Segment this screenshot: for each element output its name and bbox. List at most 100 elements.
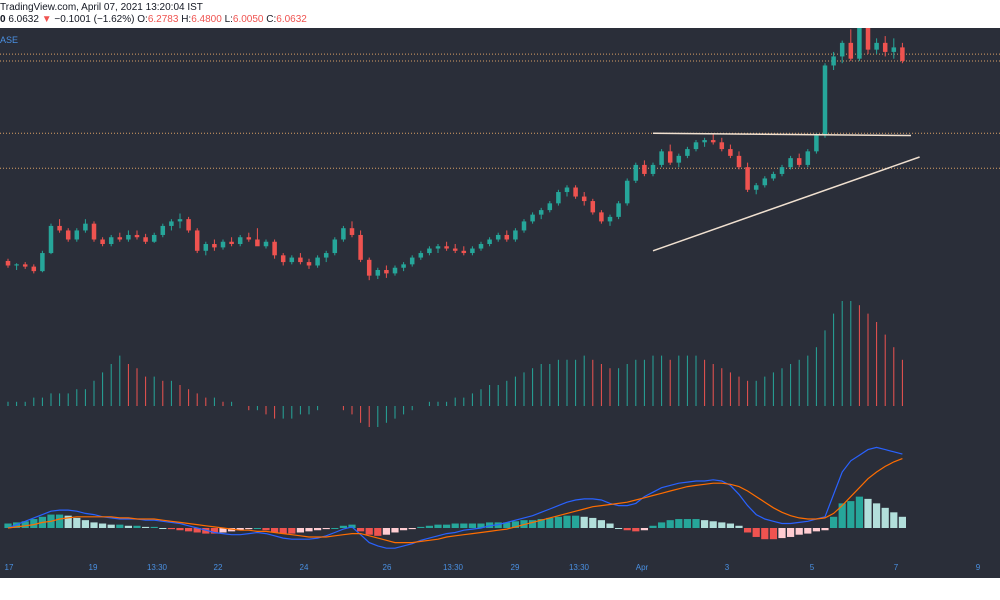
candle [556,189,561,206]
macd-histogram-bar [563,515,571,528]
candle-body [891,47,897,52]
candle-body [504,234,510,240]
candle-body [280,255,286,263]
macd-histogram-bar [271,528,279,533]
time-axis-tick-label: 5 [810,563,815,572]
candle [306,258,312,269]
candle-body [882,42,888,52]
candle [736,151,742,170]
candle-body [358,234,363,260]
last-price: 6.0632 [8,14,39,25]
macd-histogram-bar [365,528,373,535]
candle-body [547,203,553,211]
macd-histogram-bar [460,523,468,528]
candle-body [418,253,424,258]
candle [478,241,484,251]
macd-histogram-bar [262,528,270,531]
low-value: 6.0050 [232,14,264,25]
macd-histogram-bar [90,522,98,528]
candle [108,234,114,247]
macd-histogram-bar [408,528,416,530]
macd-histogram-bar [81,520,89,528]
macd-histogram-bar [666,520,674,528]
candle-body [521,221,527,231]
candle-body [461,250,467,254]
candle [65,228,71,242]
candle-body [573,187,578,197]
candle-body [91,223,97,240]
close-value: 6.0632 [276,14,307,25]
chart-area[interactable]: 17 19 13:30 22 24 26 13:30 29 13:30 Apr 3 5 7 9 [0,13,1000,578]
candle [599,210,604,224]
time-axis-tick-label: 9 [976,563,981,572]
macd-histogram-bar [787,528,795,537]
candle-body [5,260,11,266]
candle-body [702,140,707,143]
macd-histogram-bar [640,528,648,531]
candle [882,36,888,57]
candle [160,223,166,238]
exchange-label: ASE [0,35,19,45]
candle-body [126,234,131,240]
macd-histogram-bar [812,528,820,532]
candle-body [349,228,355,235]
macd-histogram-bar [477,523,485,528]
candle [642,160,647,177]
candle [212,239,217,251]
candle-body [203,244,209,251]
candle-body [194,230,200,251]
macd-histogram-bar [658,522,666,528]
candle [272,239,277,259]
candle [48,223,54,255]
candle [874,38,879,55]
macd-histogram-bar [881,507,889,528]
candle-body [212,244,217,248]
close-label: C: [266,14,277,25]
candle [607,214,613,226]
signal-line [7,458,903,544]
candle-body [83,223,88,231]
candle [814,133,819,154]
candle [246,232,252,242]
candle-body [143,237,148,242]
macd-histogram-bar [795,528,803,535]
macd-histogram-bar [296,528,304,533]
trendline[interactable] [652,156,920,252]
high-value: 6.4800 [191,14,222,25]
candle-body [848,42,854,59]
candle [650,162,656,177]
macd-histogram-bar [357,528,365,532]
macd-histogram-bar [451,523,459,528]
candle-body [814,135,819,152]
footer [0,578,1000,600]
candle [255,228,260,247]
candle-body [538,210,544,215]
candle [289,255,295,265]
time-axis-tick-label: 13:30 [569,563,590,572]
candle-body [805,151,811,165]
macd-histogram-bar [830,516,838,528]
candle-body [366,259,372,276]
candle-body [384,270,389,274]
trendlines[interactable] [652,132,920,252]
candle-body [22,264,28,267]
candle [435,244,441,254]
candle [341,225,346,242]
candle [151,232,157,243]
change-arrow-icon: ▼ [41,14,52,25]
candle [865,13,871,55]
candle-body [581,196,587,202]
candle-body [255,239,260,247]
open-label: O: [137,14,148,25]
candle [14,263,19,270]
macd-histogram-bar [468,523,476,528]
time-axis-tick-label: 24 [300,563,309,572]
macd-histogram-bar [632,528,640,532]
candle-body [478,244,484,249]
candle-body [642,164,647,174]
header-ohlc-line: 0 6.0632 ▼ −0.1001 (−1.62%) O:6.2783 H:6… [0,14,307,25]
candle-body [865,20,871,50]
chart-svg[interactable]: 17 19 13:30 22 24 26 13:30 29 13:30 Apr 3 5 7 9 [0,13,1000,578]
trendline[interactable] [652,132,912,137]
candle [676,153,682,168]
